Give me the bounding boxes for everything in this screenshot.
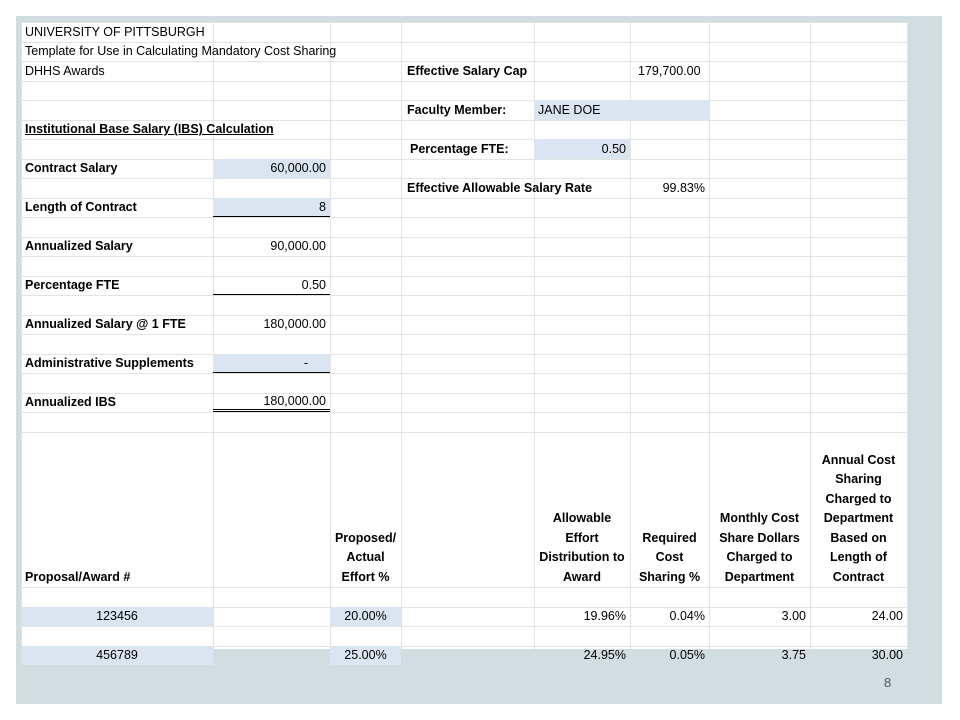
monthly-cost-share-cell[interactable]: 3.00 [781,609,806,624]
contract-salary-label: Contract Salary [25,161,118,176]
allowable-rate-value[interactable]: 99.83% [662,180,705,195]
annualized-salary-value[interactable]: 90,000.00 [270,239,326,254]
header-line-1: UNIVERSITY OF PITTSBURGH [25,24,205,39]
award-number-cell[interactable]: 123456 [21,606,213,626]
page-number: 8 [884,675,892,690]
salary-cap-value[interactable]: 179,700.00 [638,63,701,78]
ibs-fte-label: Percentage FTE [25,278,120,293]
contract-salary-input[interactable]: 60,000.00 [213,158,330,178]
faculty-member-label: Faculty Member: [407,102,507,117]
header-proposal-award: Proposal/Award # [25,570,131,585]
header-effort: Proposed/ Actual Effort % [334,530,397,584]
annualized-ibs-label: Annualized IBS [25,395,116,410]
monthly-cost-share-cell[interactable]: 3.75 [781,648,806,663]
ibs-section-title: Institutional Base Salary (IBS) Calculat… [25,122,274,137]
salary-cap-label: Effective Salary Cap [407,63,528,78]
spreadsheet: UNIVERSITY OF PITTSBURGH Template for Us… [21,22,908,665]
percentage-fte-input[interactable]: 0.50 [534,139,630,159]
annualized-1fte-label: Annualized Salary @ 1 FTE [25,317,186,332]
header-monthly-cost-share: Monthly Cost Share Dollars Charged to De… [719,511,800,584]
award-number-cell[interactable]: 456789 [21,645,213,665]
admin-supplements-label: Administrative Supplements [25,356,194,371]
ibs-fte-value[interactable]: 0.50 [213,276,330,295]
annual-cost-sharing-cell[interactable]: 30.00 [871,648,903,663]
contract-length-input[interactable]: 8 [213,197,330,217]
header-required-cost-sharing: Required Cost Sharing % [638,530,701,584]
admin-supplements-input[interactable]: - [213,353,330,373]
effort-percent-cell[interactable]: 20.00% [330,606,401,626]
allowable-rate-label: Effective Allowable Salary Rate [407,180,593,195]
contract-length-label: Length of Contract [25,200,137,215]
percentage-fte-label: Percentage FTE: [410,141,509,156]
annualized-1fte-value[interactable]: 180,000.00 [263,317,326,332]
annualized-salary-label: Annualized Salary [25,239,133,254]
annual-cost-sharing-cell[interactable]: 24.00 [871,609,903,624]
allowable-effort-cell[interactable]: 19.96% [583,609,626,624]
allowable-effort-cell[interactable]: 24.95% [583,648,626,663]
header-line-3: DHHS Awards [25,63,105,78]
required-cost-sharing-cell[interactable]: 0.05% [669,648,705,663]
header-allowable-effort: Allowable Effort Distribution to Award [539,511,625,584]
header-line-2: Template for Use in Calculating Mandator… [25,44,337,59]
faculty-member-input[interactable]: JANE DOE [534,100,709,120]
required-cost-sharing-cell[interactable]: 0.04% [669,609,705,624]
effort-percent-cell[interactable]: 25.00% [330,645,401,665]
annualized-ibs-value[interactable]: 180,000.00 [213,393,330,412]
header-annual-cost-sharing: Annual Cost Sharing Charged to Departmen… [821,452,896,584]
